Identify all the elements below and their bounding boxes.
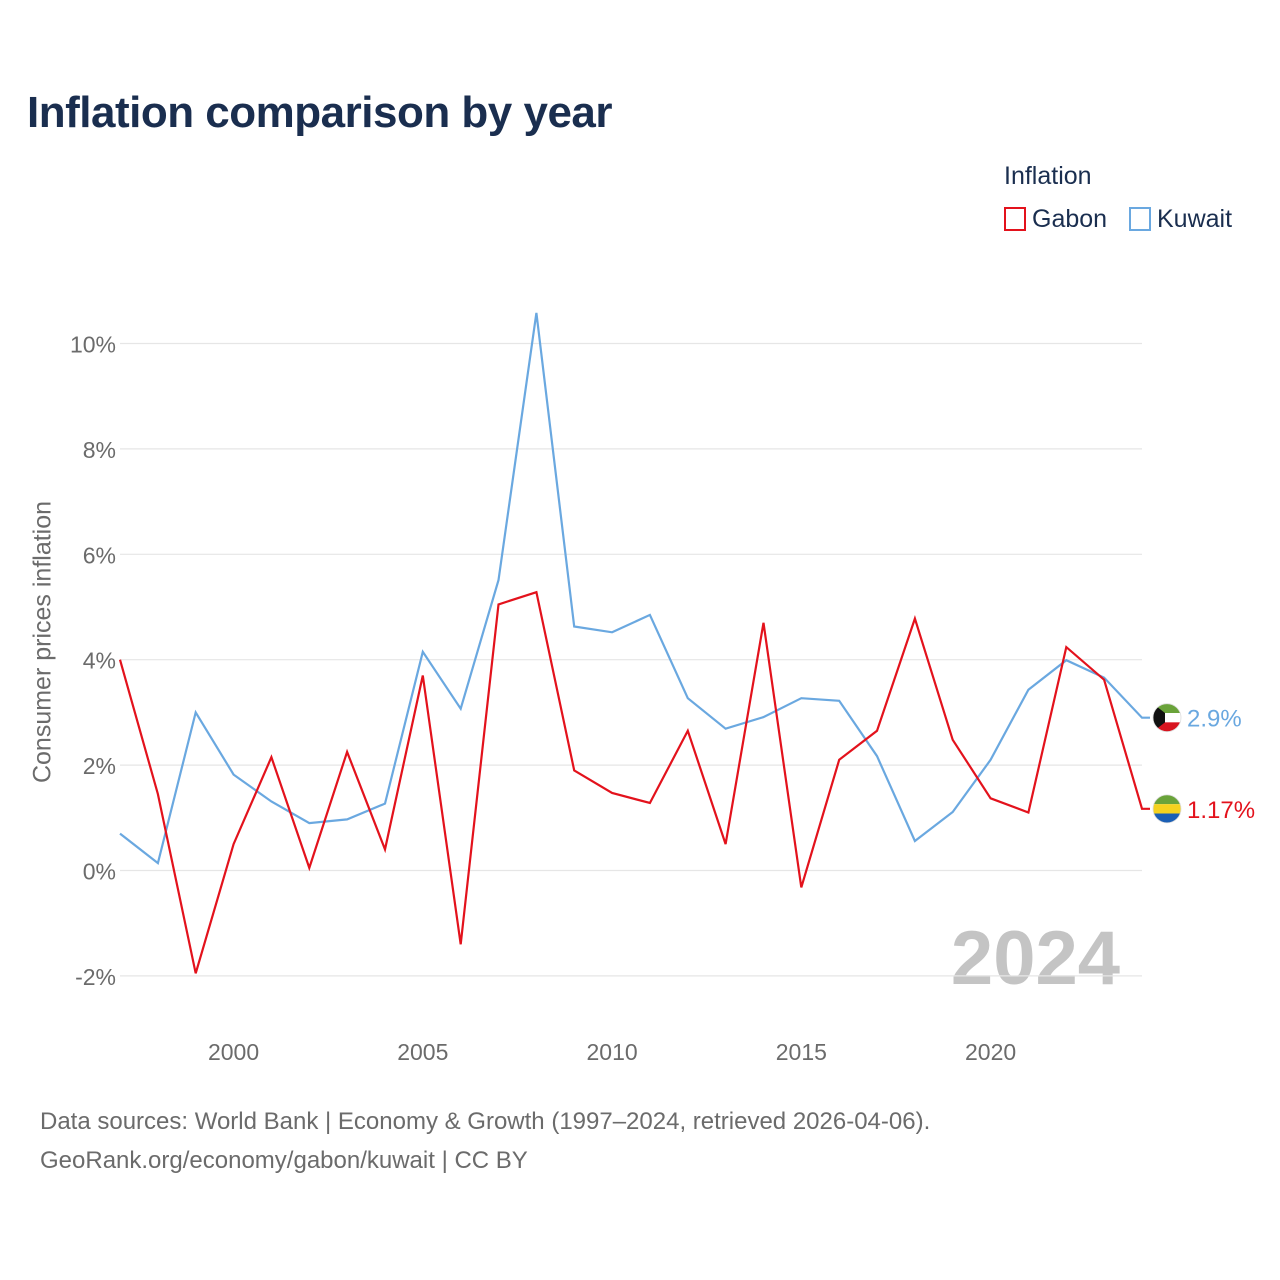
grid: [120, 342, 1142, 977]
data-point-kuwait: [609, 629, 615, 635]
data-point-gabon: [988, 795, 994, 801]
legend-item-gabon[interactable]: Gabon: [1004, 204, 1107, 234]
data-point-gabon: [571, 767, 577, 773]
y-axis-ticks: -2% 0% 2% 4% 6% 8% 10%: [70, 332, 116, 990]
legend-item-kuwait[interactable]: Kuwait: [1129, 204, 1232, 234]
data-point-gabon: [155, 791, 161, 797]
data-point-gabon: [344, 749, 350, 755]
data-point-kuwait: [533, 310, 539, 316]
flag-stripe: [1153, 703, 1181, 714]
y-tick-label: 2%: [83, 753, 116, 779]
data-point-gabon: [1063, 644, 1069, 650]
data-point-gabon: [647, 800, 653, 806]
data-point-kuwait: [950, 809, 956, 815]
end-label-gabon: 1.17%: [1187, 797, 1255, 824]
x-tick-label: 2015: [776, 1039, 827, 1065]
data-point-kuwait: [496, 577, 502, 583]
y-tick-label: 10%: [70, 332, 116, 358]
data-point-kuwait: [344, 816, 350, 822]
kuwait-flag: [1153, 703, 1181, 732]
data-point-gabon: [268, 754, 274, 760]
x-tick-label: 2020: [965, 1039, 1016, 1065]
data-point-kuwait: [382, 801, 388, 807]
legend-label-kuwait: Kuwait: [1157, 204, 1233, 233]
flag-stripe: [1153, 794, 1181, 805]
x-tick-label: 2010: [586, 1039, 637, 1065]
data-point-gabon: [950, 737, 956, 743]
data-point-gabon: [836, 757, 842, 763]
flag-stripe: [1153, 813, 1181, 823]
x-axis-ticks: 2000 2005 2010 2015 2020: [208, 1039, 1016, 1065]
data-point-kuwait: [193, 709, 199, 715]
legend-title: Inflation: [1004, 162, 1092, 190]
flag-stripe: [1153, 804, 1181, 814]
flag-stripe: [1153, 713, 1181, 723]
y-tick-label: 6%: [83, 542, 116, 568]
data-point-kuwait: [760, 714, 766, 720]
y-tick-label: 4%: [83, 648, 116, 674]
data-point-kuwait: [647, 612, 653, 618]
data-point-kuwait: [155, 860, 161, 866]
data-point-gabon: [723, 841, 729, 847]
legend-swatch-kuwait: [1129, 207, 1151, 231]
data-point-kuwait: [912, 838, 918, 844]
data-point-kuwait: [1139, 715, 1145, 721]
data-point-gabon: [420, 673, 426, 679]
data-point-kuwait: [420, 649, 426, 655]
data-point-gabon: [1139, 806, 1145, 812]
data-point-gabon: [193, 970, 199, 976]
data-point-gabon: [1025, 810, 1031, 816]
data-point-gabon: [458, 941, 464, 947]
data-point-gabon: [685, 728, 691, 734]
data-point-kuwait: [685, 695, 691, 701]
end-labels: 1.17% 2.9%: [1152, 703, 1255, 824]
end-label-kuwait: 2.9%: [1187, 706, 1242, 733]
data-point-gabon: [496, 601, 502, 607]
legend-label-gabon: Gabon: [1032, 204, 1108, 233]
data-point-kuwait: [798, 695, 804, 701]
data-point-gabon: [798, 884, 804, 890]
flag-trapezoid: [1153, 703, 1165, 732]
footer-sources: Data sources: World Bank | Economy & Gro…: [40, 1108, 931, 1135]
data-point-gabon: [609, 790, 615, 796]
data-point-kuwait: [988, 757, 994, 763]
data-point-kuwait: [306, 820, 312, 826]
data-point-gabon: [912, 616, 918, 622]
data-point-kuwait: [874, 753, 880, 759]
data-point-kuwait: [268, 798, 274, 804]
chart-title: Inflation comparison by year: [27, 88, 613, 137]
data-point-kuwait: [231, 772, 237, 778]
data-point-kuwait: [836, 698, 842, 704]
gabon-flag: [1153, 794, 1181, 823]
y-tick-label: 8%: [83, 437, 116, 463]
data-point-gabon: [231, 841, 237, 847]
y-tick-label: -2%: [75, 964, 116, 990]
series: [117, 310, 1150, 976]
data-point-gabon: [760, 620, 766, 626]
flag-outline: [1152, 794, 1182, 824]
year-watermark: 2024: [951, 916, 1120, 1001]
x-tick-label: 2000: [208, 1039, 259, 1065]
legend-swatch-gabon: [1004, 207, 1026, 231]
data-point-kuwait: [458, 706, 464, 712]
data-point-gabon: [306, 865, 312, 871]
series-line-gabon: [118, 590, 1150, 974]
y-tick-label: 0%: [83, 859, 116, 885]
data-point-gabon: [533, 589, 539, 595]
data-point-gabon: [874, 728, 880, 734]
data-point-gabon: [382, 846, 388, 852]
series-line-kuwait: [119, 312, 1150, 866]
data-point-kuwait: [117, 831, 123, 837]
data-point-kuwait: [723, 726, 729, 732]
data-point-gabon: [117, 657, 123, 663]
data-point-kuwait: [1025, 687, 1031, 693]
data-point-kuwait: [571, 623, 577, 629]
data-point-gabon: [1101, 677, 1107, 683]
footer-link[interactable]: GeoRank.org/economy/gabon/kuwait | CC BY: [40, 1147, 528, 1174]
flag-outline: [1152, 703, 1182, 733]
x-tick-label: 2005: [397, 1039, 448, 1065]
flag-stripe: [1153, 722, 1181, 732]
